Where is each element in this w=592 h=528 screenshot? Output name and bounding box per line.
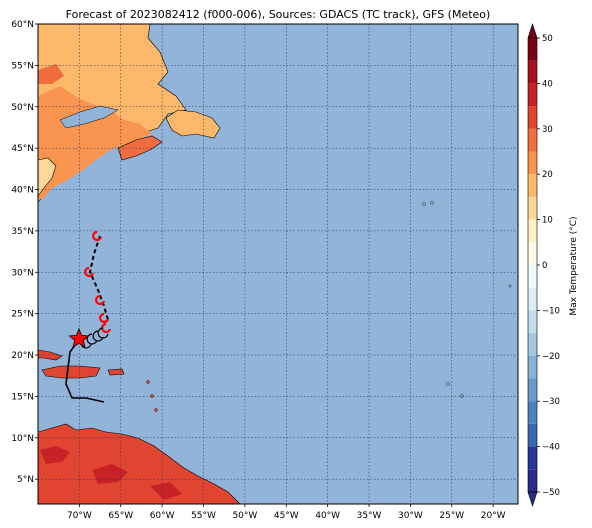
lat-tick-label: 15°N: [11, 392, 34, 402]
storm-symbol: [101, 322, 112, 334]
lat-tick-label: 5°N: [17, 475, 34, 485]
colorbar-bin: [528, 469, 537, 492]
land-puerto-rico: [107, 368, 125, 376]
storm-symbol: [92, 330, 104, 342]
land-canada-patch: [38, 64, 64, 84]
latitude-ticks: 5°N 10°N 15°N 20°N 25°N 30°N 35°N 40°N 45°N 50°N 5…: [11, 20, 38, 485]
colorbar-tick-label: 40: [542, 79, 553, 89]
colorbar-bin: [528, 242, 537, 265]
land-south-america: [38, 423, 241, 504]
colorbar-tick-label: −30: [542, 397, 560, 407]
island: [154, 408, 158, 412]
lon-tick-label: 20°W: [481, 511, 506, 521]
map-frame: [37, 23, 519, 505]
storm-symbol: [84, 266, 95, 278]
colorbar-bin: [528, 401, 537, 424]
colorbar-tick-label: 0: [542, 261, 547, 271]
lat-tick-label: 35°N: [11, 227, 34, 237]
colorbar-tick-label: −10: [542, 306, 560, 316]
cape-verde-island: [460, 394, 464, 398]
colorbar-bin: [528, 265, 537, 288]
colorbar-bin: [528, 287, 537, 311]
colorbar-label: Max Temperature (°C): [569, 216, 579, 315]
storm-symbol: [95, 294, 106, 306]
colorbar-ticks: 50 40 30 20 10 0 −10 −20 −30 −40 −50: [537, 34, 560, 498]
lon-tick-label: 65°W: [108, 511, 133, 521]
colorbar-bin: [528, 174, 537, 197]
lon-tick-label: 30°W: [398, 511, 423, 521]
lon-tick-label: 70°W: [67, 511, 92, 521]
colorbar-tick-label: −50: [542, 488, 560, 498]
colorbar-bin: [528, 333, 537, 356]
colorbar-tick-label: 50: [542, 34, 553, 44]
land-hispaniola: [41, 365, 101, 379]
canary-island: [508, 284, 512, 288]
colorbar-tick-label: 30: [542, 125, 553, 135]
colorbar-bin: [528, 423, 537, 447]
island: [150, 394, 154, 398]
land-newfoundland: [165, 109, 221, 139]
forecast-storm-symbols: [84, 230, 112, 334]
lon-tick-label: 50°W: [232, 511, 257, 521]
lat-tick-label: 60°N: [11, 20, 34, 30]
map-title: Forecast of 2023082412 (f000-006), Sourc…: [65, 8, 491, 21]
colorbar-tick-label: 10: [542, 216, 553, 226]
colorbar-bin: [528, 128, 537, 152]
colorbar-tick-label: −40: [542, 443, 560, 453]
colorbar-bin: [528, 378, 537, 402]
lat-tick-label: 50°N: [11, 103, 34, 113]
forecast-track: [88, 235, 109, 321]
colorbar-bin: [528, 446, 537, 470]
land-south-america-hot: [40, 446, 182, 500]
colorbar-extend-min: [527, 491, 538, 507]
colorbar-bin: [528, 151, 537, 175]
land-canada-warm: [38, 86, 152, 200]
land-layer: [38, 24, 512, 504]
lat-tick-label: 10°N: [11, 434, 34, 444]
colorbar-extend-max: [527, 23, 538, 39]
colorbar-bin: [528, 83, 537, 107]
colorbar-tick-label: 20: [542, 170, 553, 180]
water-st-lawrence: [59, 105, 119, 129]
colorbar: [527, 23, 538, 507]
lon-tick-label: 35°W: [357, 511, 382, 521]
lon-tick-label: 55°W: [191, 511, 216, 521]
cape-verde-island: [446, 382, 450, 386]
lon-tick-label: 40°W: [315, 511, 340, 521]
island: [146, 380, 150, 384]
azores-island: [430, 201, 434, 205]
lon-tick-label: 45°W: [274, 511, 299, 521]
colorbar-bin: [528, 219, 537, 243]
lat-tick-label: 45°N: [11, 144, 34, 154]
storm-layer: [65, 230, 112, 403]
storm-symbol: [92, 230, 103, 242]
colorbar-bin: [528, 38, 537, 61]
current-position-star: [68, 327, 90, 348]
storm-symbol: [99, 312, 110, 324]
land-us-east: [38, 157, 57, 197]
lon-tick-label: 25°W: [439, 511, 464, 521]
colorbar-bin: [528, 196, 537, 220]
lat-tick-label: 55°N: [11, 61, 34, 71]
lat-tick-label: 40°N: [11, 186, 34, 196]
colorbar-bin: [528, 310, 537, 334]
past-track: [65, 337, 105, 403]
lon-tick-label: 60°W: [150, 511, 175, 521]
lat-tick-label: 20°N: [11, 351, 34, 361]
colorbar-tick-label: −20: [542, 352, 560, 362]
colorbar-bin: [528, 106, 537, 129]
colorbar-bin: [528, 355, 537, 379]
lat-tick-label: 30°N: [11, 268, 34, 278]
colorbar-bin: [528, 60, 537, 84]
azores-island: [422, 202, 426, 206]
storm-symbol: [86, 333, 98, 345]
longitude-ticks: 70°W 65°W 60°W 55°W 50°W 45°W 40°W 35°W 30°W 25°W…: [67, 504, 506, 521]
storm-symbol: [97, 327, 109, 339]
lat-tick-label: 25°N: [11, 310, 34, 320]
